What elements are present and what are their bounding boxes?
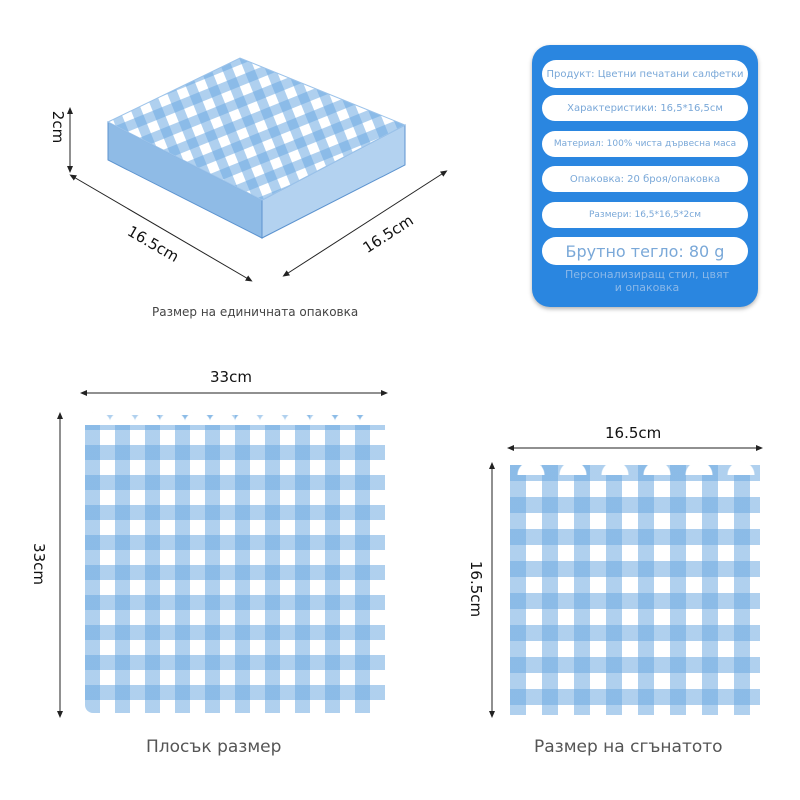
flat-height-label: 33cm [29,543,48,585]
stack-height-label: 2cm [49,110,68,144]
info-product: Продукт: Цветни печатани салфетки [542,60,748,88]
napkin-stack-illustration [67,57,448,282]
info-weight: Брутно тегло: 80 g [542,237,748,265]
info-packaging: Опаковка: 20 броя/опаковка [542,166,748,192]
product-info-panel: Продукт: Цветни печатани салфетки Характ… [532,45,758,307]
info-characteristics: Характеристики: 16,5*16,5см [542,95,748,121]
stack-top [106,57,407,201]
folded-napkin [510,455,760,715]
folded-width-label: 16.5cm [605,424,662,442]
folded-height-label: 16.5cm [467,560,486,618]
flat-caption: Плосък размер [146,737,282,757]
info-footer: Персонализиращ стил, цвят и опаковка [564,268,730,294]
flat-napkin [85,405,385,713]
info-material: Материал: 100% чиста дървесна маса [542,131,748,157]
flat-width-label: 33cm [210,368,252,386]
dimension-lines [57,390,763,718]
stack-caption: Размер на единичната опаковка [152,305,359,319]
info-dimensions: Размери: 16,5*16,5*2см [542,202,748,228]
folded-caption: Размер на сгънатото [534,737,723,757]
